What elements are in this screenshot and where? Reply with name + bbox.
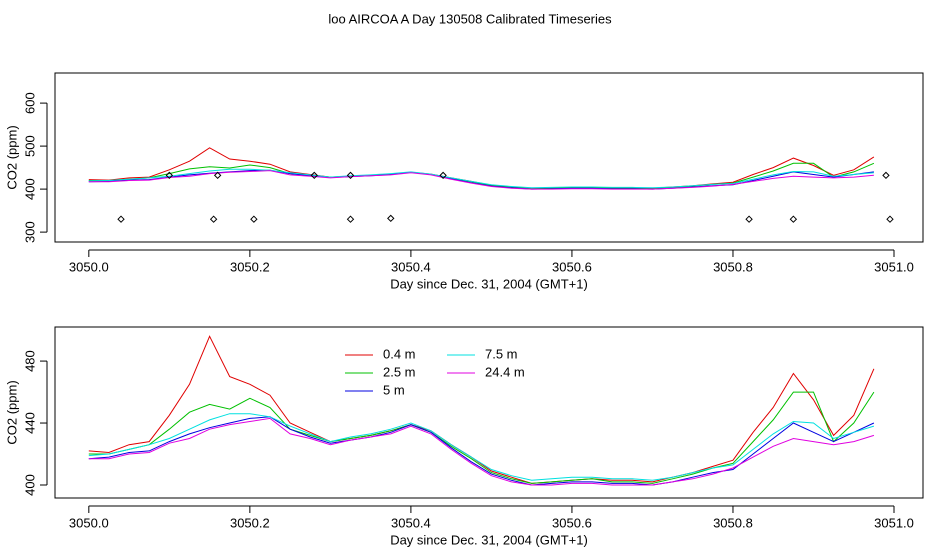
x-tick-label: 3050.8: [713, 259, 753, 274]
plot-frame: [54, 326, 924, 499]
marker: [346, 215, 355, 223]
y-axis-label: CO2 (ppm): [4, 380, 19, 444]
y-tick-label: 400: [22, 178, 37, 200]
panel: 3050.0 3050.2 3050.4 3050.6 3050.8 3051.0 Day …: [4, 72, 924, 291]
marker: [165, 171, 174, 180]
legend-label: 5 m: [383, 382, 405, 397]
y-tick-label: 400: [22, 474, 37, 496]
legend-label: 2.5 m: [383, 364, 416, 379]
marker: [213, 171, 222, 180]
x-tick-label: 3051.0: [874, 515, 914, 530]
y-tick-label: 480: [22, 350, 37, 372]
x-tick-label: 3051.0: [874, 259, 914, 274]
marker: [745, 215, 753, 223]
x-tick-label: 3050.4: [391, 515, 431, 530]
series-line: [88, 335, 875, 484]
marker: [387, 214, 395, 223]
y-tick-label: 440: [22, 412, 37, 434]
x-axis-label: Day since Dec. 31, 2004 (GMT+1): [390, 532, 588, 547]
y-tick-label: 600: [22, 92, 37, 114]
plot-frame: [54, 72, 924, 243]
marker: [346, 171, 355, 180]
x-tick-label: 3050.2: [230, 515, 270, 530]
marker: [117, 215, 125, 223]
x-tick-label: 3050.4: [391, 259, 431, 274]
legend-label: 7.5 m: [485, 346, 518, 361]
x-tick-label: 3050.6: [552, 259, 592, 274]
series-line: [88, 162, 875, 190]
x-tick-label: 3050.8: [713, 515, 753, 530]
series-line: [88, 147, 875, 190]
x-axis-label: Day since Dec. 31, 2004 (GMT+1): [390, 276, 588, 291]
series-line: [88, 170, 874, 190]
x-tick-label: 3050.2: [230, 259, 270, 274]
y-tick-label: 500: [22, 135, 37, 157]
marker: [250, 215, 258, 223]
panel: 3050.0 3050.2 3050.4 3050.6 3050.8 3051.0 Day …: [4, 326, 924, 547]
series-line: [88, 168, 874, 189]
series-line: [88, 417, 875, 486]
marker: [886, 215, 894, 223]
series-line: [88, 416, 875, 486]
series-line: [88, 391, 875, 484]
legend-label: 0.4 m: [383, 346, 416, 361]
legend-label: 24.4 m: [485, 364, 525, 379]
marker: [209, 215, 218, 223]
x-tick-label: 3050.0: [69, 259, 109, 274]
marker: [310, 171, 318, 180]
series-line: [88, 413, 875, 481]
x-tick-label: 3050.6: [552, 515, 592, 530]
marker: [439, 171, 447, 180]
y-axis-label: CO2 (ppm): [4, 125, 19, 189]
x-tick-label: 3050.0: [69, 515, 109, 530]
marker: [789, 215, 798, 223]
figure-title: loo AIRCOA A Day 130508 Calibrated Times…: [328, 11, 612, 26]
y-tick-label: 300: [22, 221, 37, 243]
marker: [882, 171, 890, 180]
